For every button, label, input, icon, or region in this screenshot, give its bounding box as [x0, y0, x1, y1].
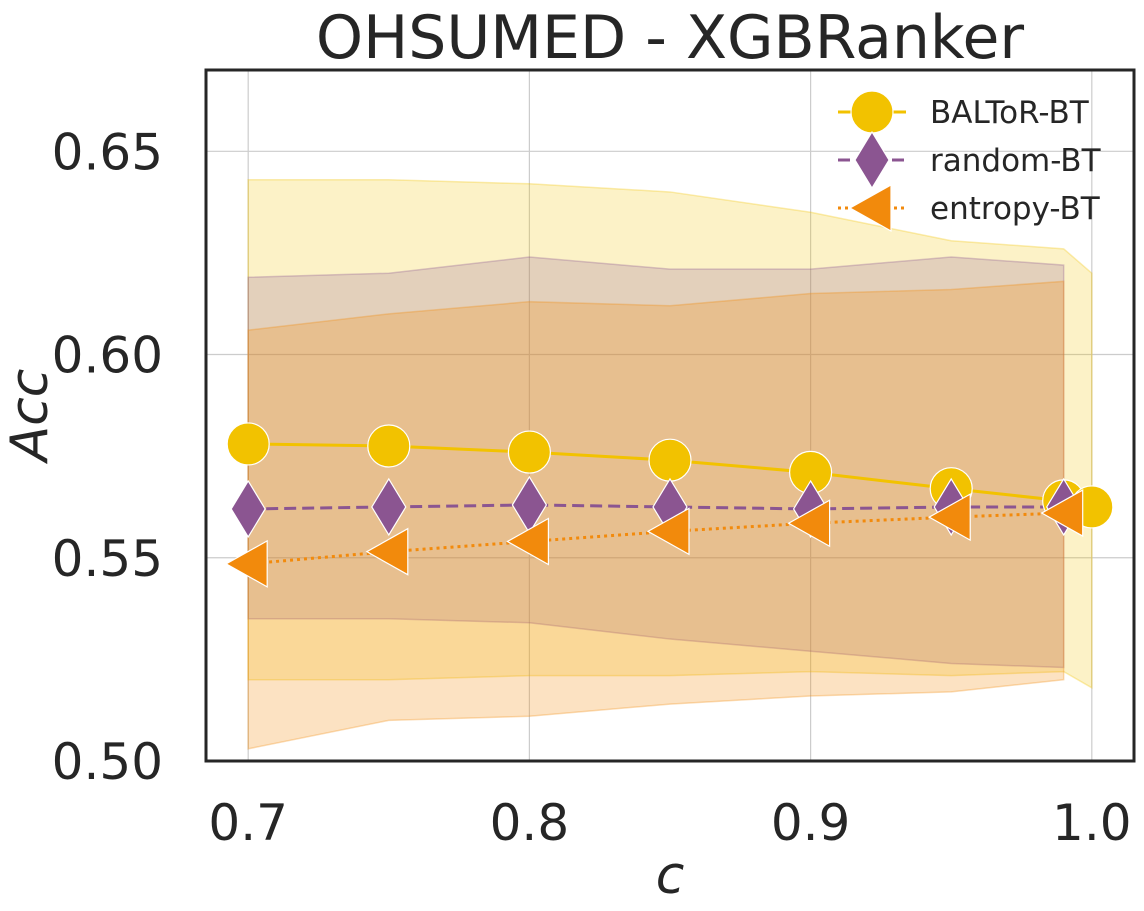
data-point [230, 479, 266, 539]
x-tick-label: 0.7 [208, 794, 288, 852]
legend-marker [850, 90, 894, 134]
confidence-band [247, 178, 1093, 690]
data-point [787, 499, 831, 548]
series-markers [224, 422, 1114, 588]
legend-label: entropy-BT [930, 191, 1101, 227]
chart-title: OHSUMED - XGBRanker [316, 3, 1024, 73]
data-point [371, 477, 407, 537]
y-tick-label: 0.65 [52, 123, 163, 181]
x-tick-labels: 0.7 0.8 0.9 1.0 [208, 794, 1131, 852]
legend-item: entropy-BT [838, 183, 1101, 233]
data-point [648, 438, 692, 482]
legend: BALToR-BT random-BT entropy-BT [838, 90, 1102, 233]
y-tick-label: 0.60 [52, 327, 163, 385]
data-point [927, 493, 971, 542]
data-point [226, 422, 270, 466]
data-point [507, 430, 551, 474]
x-tick-label: 0.8 [490, 794, 570, 852]
confidence-band [247, 280, 1065, 750]
legend-label: BALToR-BT [930, 95, 1090, 131]
data-point [1040, 489, 1084, 538]
data-point [646, 507, 690, 556]
x-tick-label: 0.9 [771, 794, 851, 852]
legend-marker [848, 183, 892, 233]
data-point [506, 517, 549, 566]
legend-item: BALToR-BT [838, 90, 1090, 134]
x-axis-label: c [656, 846, 685, 906]
y-tick-label: 0.50 [52, 733, 163, 791]
y-tick-label: 0.55 [52, 530, 163, 588]
y-tick-labels: 0.50 0.55 0.60 0.65 [52, 123, 163, 791]
confidence-bands [247, 178, 1093, 750]
legend-label: random-BT [930, 143, 1102, 179]
data-point [365, 527, 409, 576]
plot-frame [204, 68, 1136, 763]
legend-item: random-BT [838, 130, 1102, 190]
data-point [224, 539, 268, 588]
y-axis-label: Acc [0, 369, 60, 465]
data-point [367, 424, 411, 468]
x-tick-label: 1.0 [1052, 794, 1132, 852]
legend-marker [854, 130, 890, 190]
